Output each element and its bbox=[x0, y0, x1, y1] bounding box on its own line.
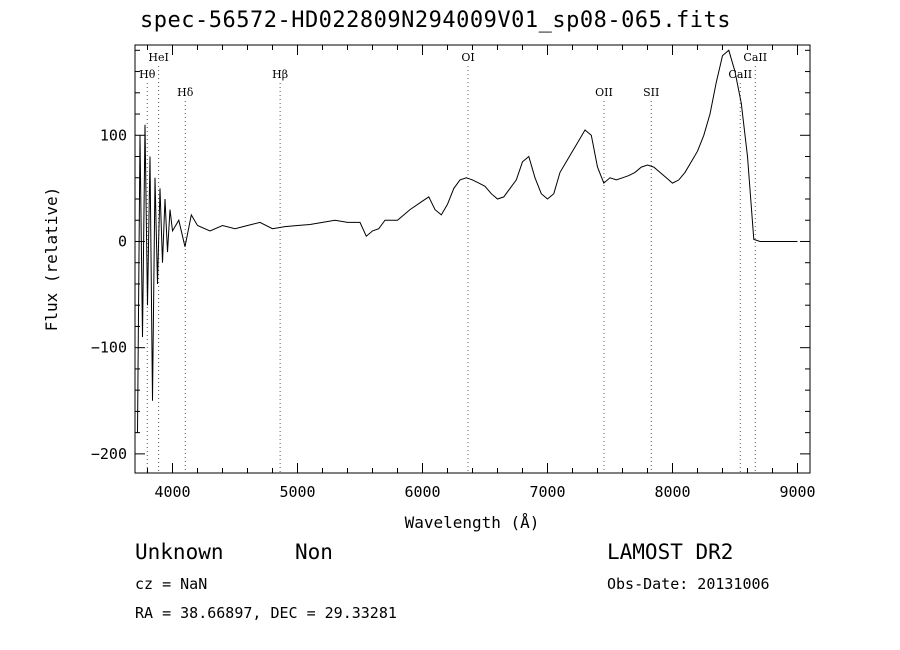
y-tick-label: 100 bbox=[100, 126, 127, 144]
x-tick-label: 8000 bbox=[654, 483, 690, 501]
observation-date: Obs-Date: 20131006 bbox=[607, 575, 770, 593]
line-marker-label: CaII bbox=[728, 68, 752, 81]
line-marker-label: Hθ bbox=[139, 68, 156, 81]
line-marker-label: OI bbox=[461, 51, 474, 64]
x-tick-label: 9000 bbox=[779, 483, 815, 501]
x-tick-label: 5000 bbox=[279, 483, 315, 501]
y-tick-label: 0 bbox=[118, 232, 127, 250]
object-subclass: Non bbox=[295, 540, 333, 564]
emission-line-markers: Hθ HeI Hδ Hβ OI OII SII CaII CaII bbox=[139, 51, 767, 473]
plot-frame bbox=[134, 44, 811, 474]
chart-title: spec-56572-HD022809N294009V01_sp08-065.f… bbox=[140, 8, 732, 33]
coordinates-readout: RA = 38.66897, DEC = 29.33281 bbox=[135, 604, 397, 622]
line-marker-label: HeI bbox=[148, 51, 168, 64]
line-marker-label: OII bbox=[595, 86, 613, 99]
x-tick-label: 6000 bbox=[404, 483, 440, 501]
x-tick-label: 4000 bbox=[154, 483, 190, 501]
line-marker-label: SII bbox=[643, 86, 659, 99]
y-tick-label: −100 bbox=[91, 339, 127, 357]
redshift-readout: cz = NaN bbox=[135, 575, 208, 593]
line-marker-label: CaII bbox=[743, 51, 767, 64]
object-class: Unknown bbox=[135, 540, 224, 564]
line-marker-label: Hδ bbox=[177, 86, 194, 99]
line-marker-label: Hβ bbox=[272, 68, 288, 81]
y-axis-ticks: −200 −100 0 100 bbox=[91, 49, 810, 463]
y-tick-label: −200 bbox=[91, 445, 127, 463]
x-axis-label: Wavelength (Å) bbox=[405, 513, 540, 532]
y-axis-label: Flux (relative) bbox=[42, 187, 61, 332]
spectrum-line bbox=[137, 49, 798, 433]
survey-name: LAMOST DR2 bbox=[607, 540, 734, 564]
x-tick-label: 7000 bbox=[529, 483, 565, 501]
x-axis-ticks: 4000 5000 6000 7000 8000 9000 bbox=[147, 45, 816, 501]
